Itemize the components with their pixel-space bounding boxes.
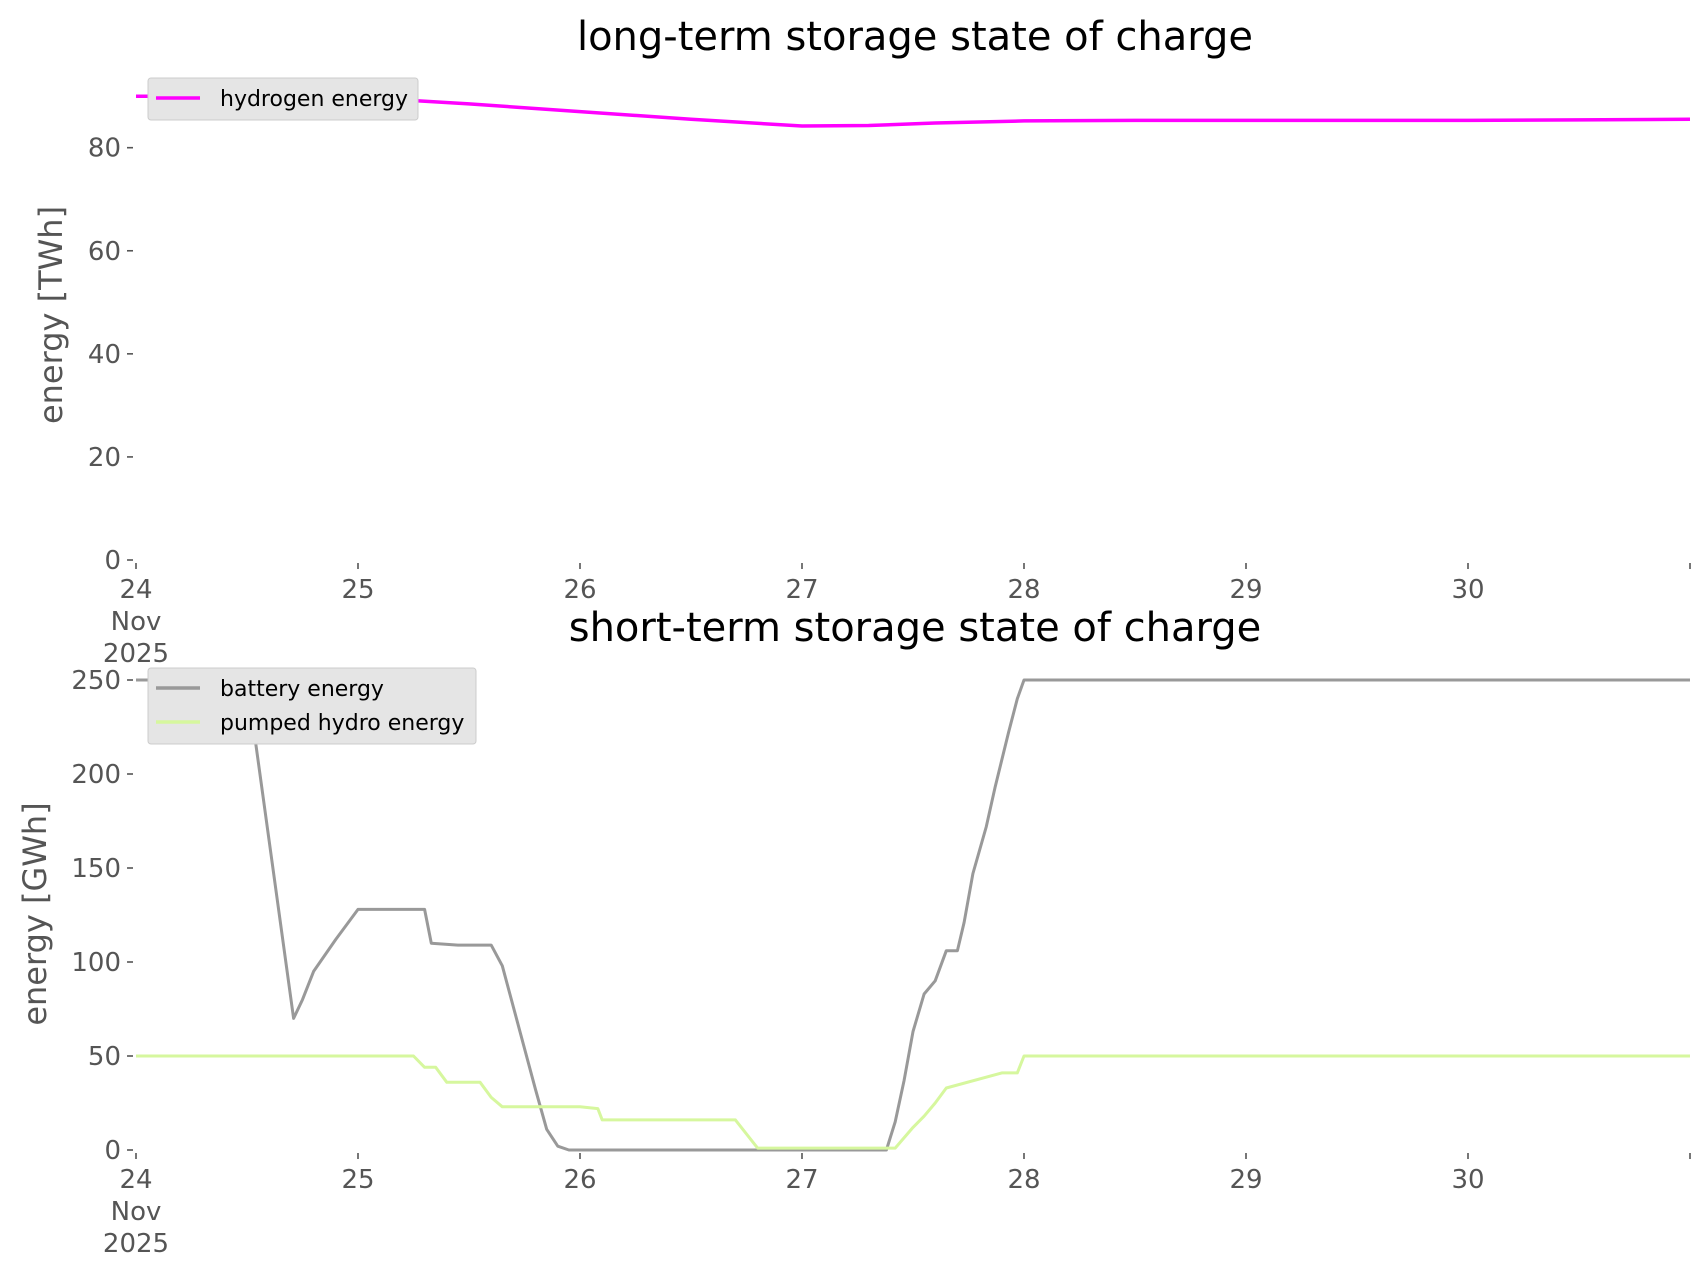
y-tick-label: 50 xyxy=(88,1042,121,1072)
chart-title-short-term: short-term storage state of charge xyxy=(569,605,1262,651)
x-tick-label: 30 xyxy=(1451,1165,1484,1195)
axes-short-term: 0 50 100 150 200 250 24 Nov 2025 25 26 27 28 29 30 xyxy=(71,666,1691,1259)
y-tick-label: 150 xyxy=(71,854,121,884)
y-tick-label: 0 xyxy=(104,546,121,576)
legend-entry-label: pumped hydro energy xyxy=(220,711,464,736)
y-tick-label: 60 xyxy=(88,237,121,267)
y-tick-label: 80 xyxy=(88,134,121,164)
series-line-battery-energy xyxy=(136,678,1690,1152)
legend-entry-label: hydrogen energy xyxy=(220,87,408,112)
legend-box xyxy=(147,667,477,745)
legend-box xyxy=(147,77,419,121)
y-tick-label: 200 xyxy=(71,760,121,790)
y-axis-label-long-term: energy [TWh] xyxy=(32,206,70,424)
x-tick-label: 24 Nov 2025 xyxy=(103,1165,169,1259)
y-axis-label-short-term: energy [GWh] xyxy=(16,802,54,1025)
x-tick-label: 26 xyxy=(563,1165,596,1195)
y-tick-label: 40 xyxy=(88,340,121,370)
x-tick-label: 27 xyxy=(785,575,818,605)
x-tick-label: 29 xyxy=(1229,1165,1262,1195)
chart-title-long-term: long-term storage state of charge xyxy=(577,14,1253,60)
x-tick-label: 26 xyxy=(563,575,596,605)
y-tick-label: 100 xyxy=(71,948,121,978)
legend-short-term: battery energy pumped hydro energy xyxy=(147,667,477,745)
y-tick-label: 0 xyxy=(104,1136,121,1166)
x-tick-label: 28 xyxy=(1007,575,1040,605)
x-tick-label: 28 xyxy=(1007,1165,1040,1195)
long-term-storage-chart: long-term storage state of charge energy… xyxy=(32,14,1691,669)
x-tick-label: 25 xyxy=(341,575,374,605)
legend-long-term: hydrogen energy xyxy=(147,77,419,121)
x-tick-label: 29 xyxy=(1229,575,1262,605)
x-tick-label: 27 xyxy=(785,1165,818,1195)
x-tick-label: 30 xyxy=(1451,575,1484,605)
x-tick-label: 24 Nov 2025 xyxy=(103,575,169,669)
y-tick-label: 250 xyxy=(71,666,121,696)
x-tick-label: 25 xyxy=(341,1165,374,1195)
y-tick-label: 20 xyxy=(88,443,121,473)
short-term-storage-chart: short-term storage state of charge energ… xyxy=(16,605,1691,1259)
axes-long-term: 0 20 40 60 80 24 Nov 2025 25 26 27 28 29 30 xyxy=(88,94,1691,669)
series-line-pumped-hydro-energy xyxy=(136,1054,1690,1150)
legend-entry-label: battery energy xyxy=(220,677,384,702)
